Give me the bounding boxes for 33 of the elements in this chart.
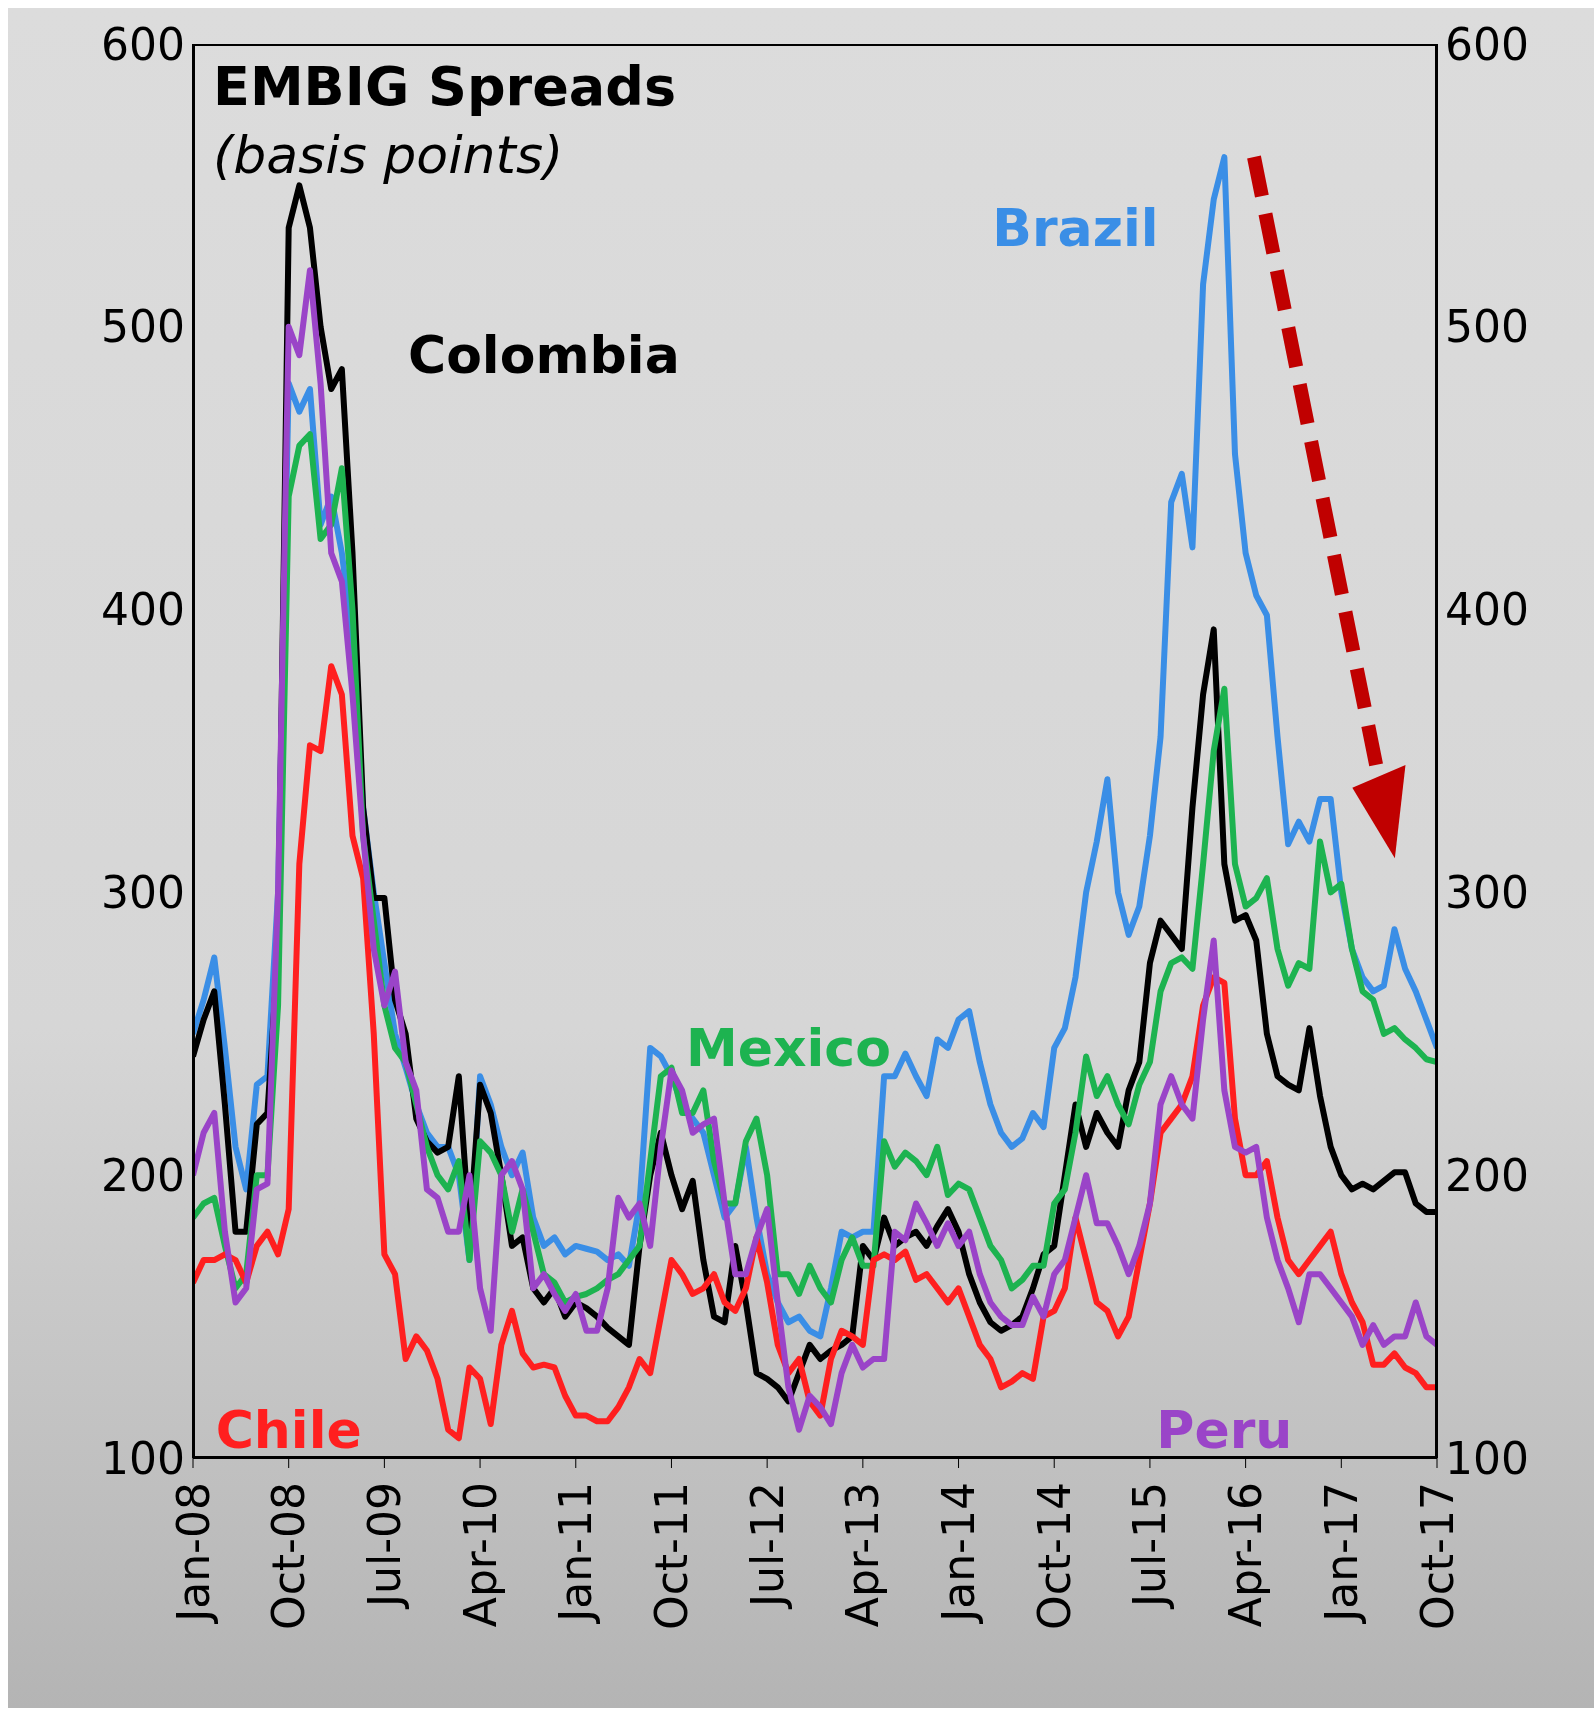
x-tick-label: Jul-15 xyxy=(1124,1482,1176,1610)
x-tick-label: Oct-14 xyxy=(1028,1482,1080,1630)
x-tick-label: Jan-08 xyxy=(167,1482,219,1625)
y-tick-label: 300 xyxy=(101,867,185,919)
chart-title: EMBIG Spreads xyxy=(213,54,677,120)
series-label: Brazil xyxy=(992,197,1159,258)
y2-tick-label: 200 xyxy=(1445,1149,1529,1201)
x-tick-label: Jul-12 xyxy=(741,1482,793,1610)
y2-tick-label: 600 xyxy=(1445,18,1529,70)
x-tick-label: Apr-10 xyxy=(454,1482,506,1628)
series-label: Colombia xyxy=(407,325,680,386)
x-tick-label: Apr-16 xyxy=(1220,1482,1272,1628)
x-tick-label: Jan-11 xyxy=(550,1482,602,1625)
y2-tick-label: 300 xyxy=(1445,867,1529,919)
x-tick-label: Apr-13 xyxy=(837,1482,889,1628)
y-tick-label: 400 xyxy=(101,584,185,636)
y2-tick-label: 100 xyxy=(1445,1432,1529,1484)
series-label: Peru xyxy=(1156,1399,1293,1460)
x-tick-label: Oct-11 xyxy=(645,1482,697,1630)
x-tick-label: Jul-09 xyxy=(358,1482,410,1610)
x-tick-label: Jan-14 xyxy=(933,1482,985,1625)
y-tick-label: 100 xyxy=(101,1432,185,1484)
text: (basis points) xyxy=(213,124,565,187)
y-tick-label: 600 xyxy=(101,18,185,70)
y2-tick-label: 400 xyxy=(1445,584,1529,636)
y-tick-label: 200 xyxy=(101,1149,185,1201)
y2-tick-label: 500 xyxy=(1445,301,1529,353)
y-tick-label: 500 xyxy=(101,301,185,353)
x-tick-label: Oct-17 xyxy=(1411,1482,1463,1630)
x-tick-label: Oct-08 xyxy=(263,1482,315,1630)
x-tick-label: Jan-17 xyxy=(1315,1482,1367,1625)
series-label: Mexico xyxy=(685,1017,891,1078)
series-label: Chile xyxy=(215,1399,362,1460)
